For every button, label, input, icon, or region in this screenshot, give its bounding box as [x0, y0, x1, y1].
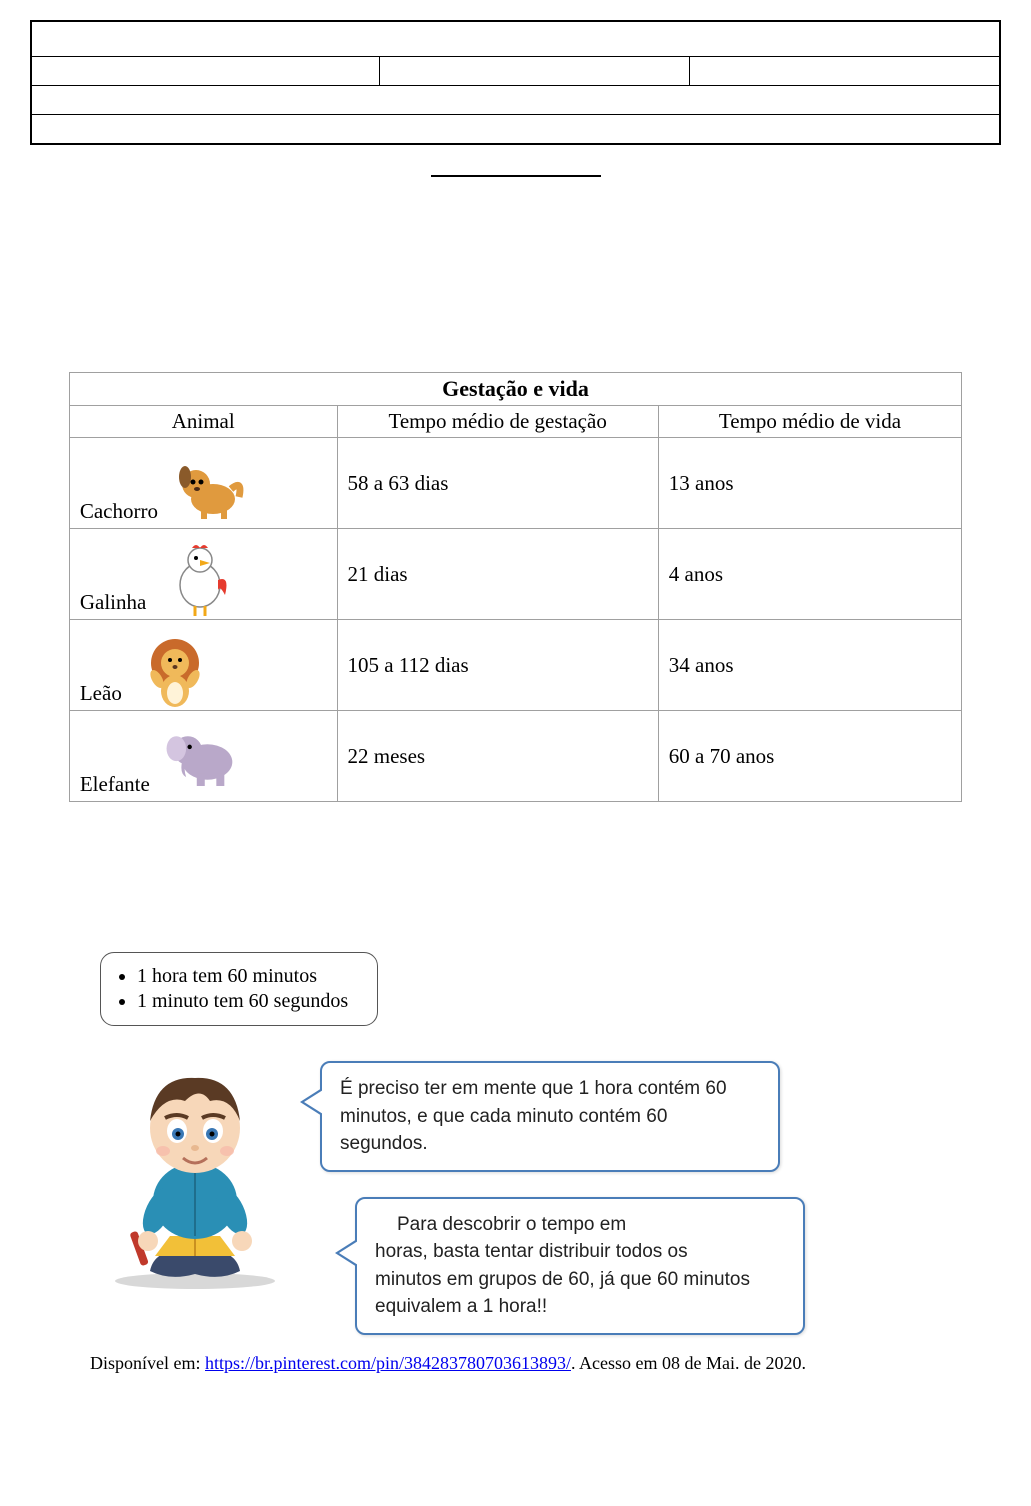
header-grid [30, 20, 1001, 145]
animal-name: Galinha [80, 590, 146, 615]
facts-box: 1 hora tem 60 minutos 1 minuto tem 60 se… [100, 952, 378, 1026]
fact-item: 1 hora tem 60 minutos [137, 965, 359, 988]
chicken-icon [160, 540, 240, 615]
bubble2-line1: Para descobrir o tempo em [397, 1214, 626, 1235]
lifespan-value: 4 anos [658, 529, 961, 620]
source-link[interactable]: https://br.pinterest.com/pin/38428378070… [205, 1353, 571, 1373]
lifespan-value: 34 anos [658, 620, 961, 711]
gestation-table: Gestação e vida Animal Tempo médio de ge… [69, 372, 962, 802]
animal-name: Leão [80, 681, 122, 706]
lifespan-value: 60 a 70 anos [658, 711, 961, 802]
dog-icon [171, 449, 251, 524]
source-prefix: Disponível em: [90, 1353, 205, 1373]
fact-item: 1 minuto tem 60 segundos [137, 990, 359, 1013]
lifespan-value: 13 anos [658, 438, 961, 529]
animal-name: Elefante [80, 772, 150, 797]
bubble2-line2: horas, basta tentar distribuir todos os [375, 1241, 688, 1262]
source-citation: Disponível em: https://br.pinterest.com/… [90, 1353, 1001, 1374]
elephant-icon [163, 722, 243, 797]
gestation-value: 22 meses [337, 711, 658, 802]
col-animal: Animal [69, 406, 337, 438]
explanation-section: É preciso ter em mente que 1 hora contém… [90, 1056, 1001, 1335]
col-lifespan: Tempo médio de vida [658, 406, 961, 438]
lion-icon [135, 631, 215, 706]
speech-bubble-1: É preciso ter em mente que 1 hora contém… [320, 1061, 780, 1172]
speech-bubble-2: Para descobrir o tempo em horas, basta t… [355, 1197, 805, 1335]
animal-name: Cachorro [80, 499, 158, 524]
col-gestation: Tempo médio de gestação [337, 406, 658, 438]
gestation-value: 58 a 63 dias [337, 438, 658, 529]
table-title: Gestação e vida [69, 373, 961, 406]
title-underline [30, 155, 1001, 182]
gestation-value: 21 dias [337, 529, 658, 620]
bubble2-line3: minutos em grupos de 60, já que 60 minut… [375, 1269, 750, 1318]
gestation-value: 105 a 112 dias [337, 620, 658, 711]
source-suffix: . Acesso em 08 de Mai. de 2020. [571, 1353, 806, 1373]
boy-studying-icon [90, 1056, 300, 1291]
